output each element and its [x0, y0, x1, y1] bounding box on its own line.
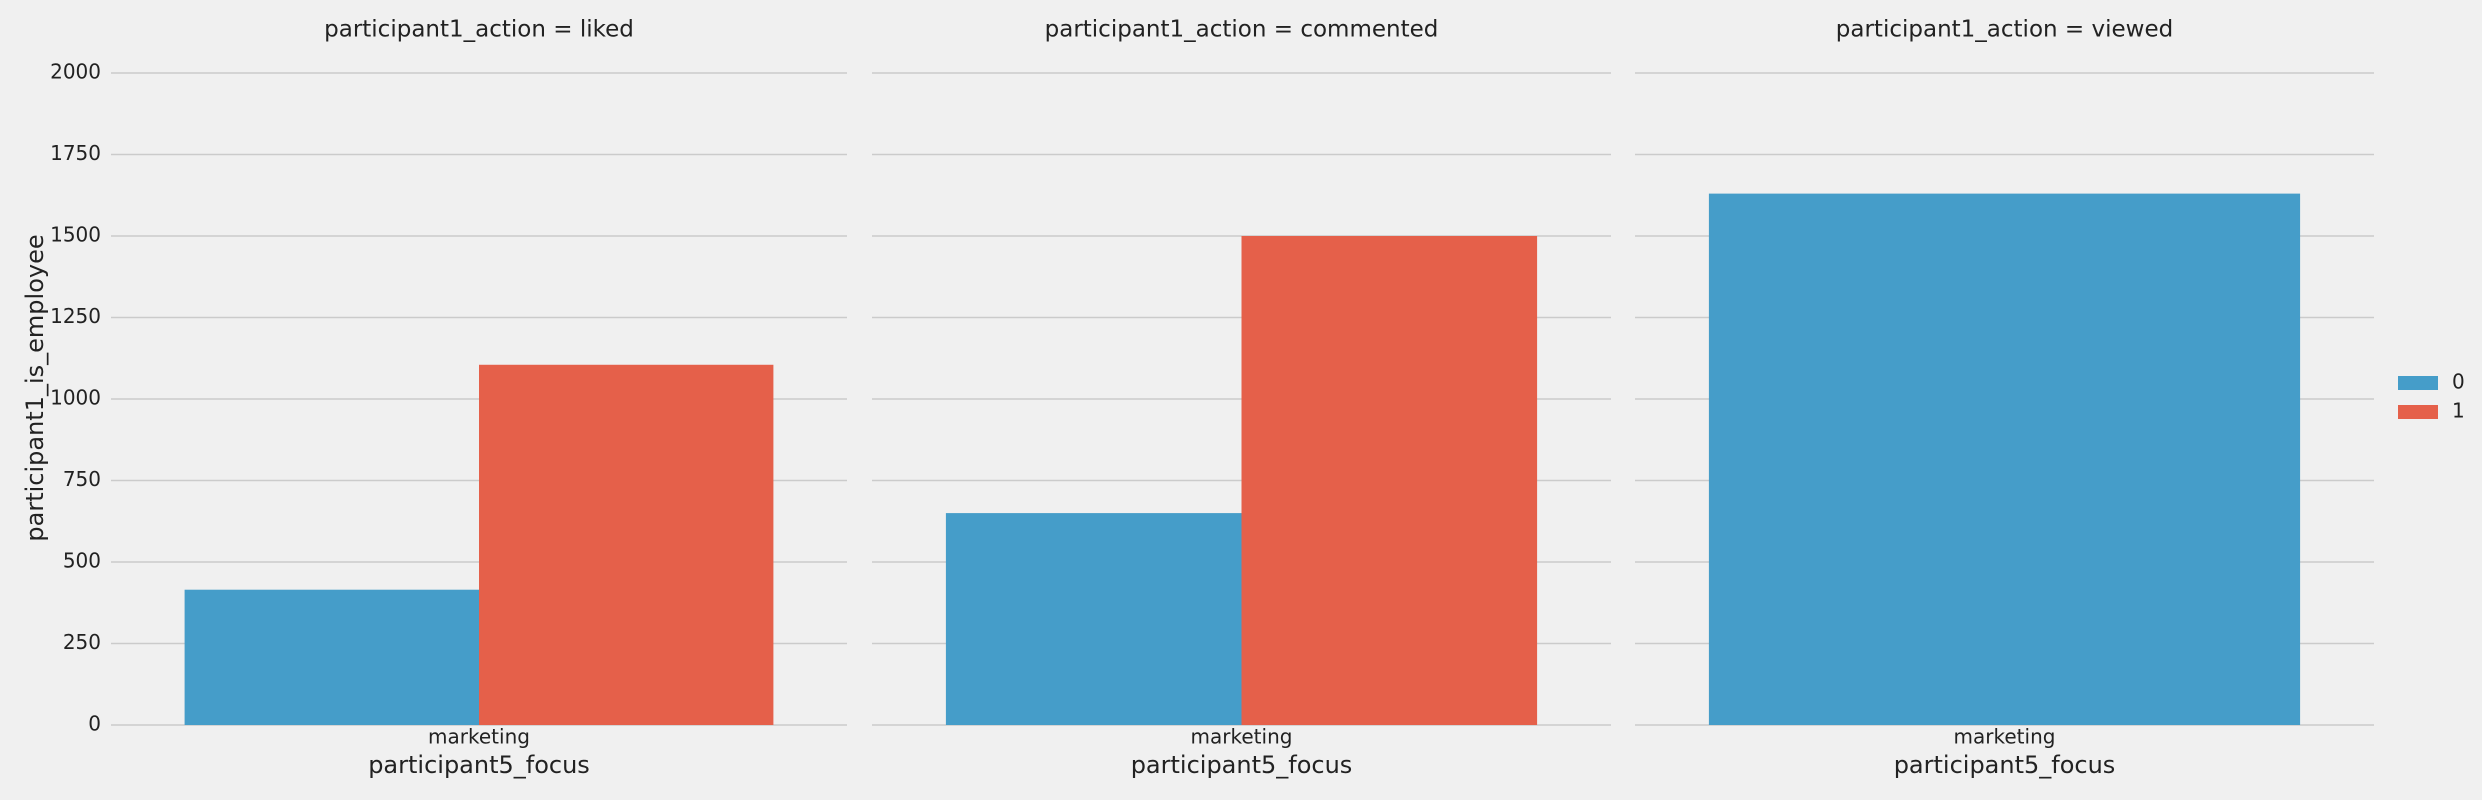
bar	[1241, 236, 1538, 725]
x-axis-label: participant5_focus	[1894, 751, 2116, 779]
y-tick-label: 1750	[50, 141, 101, 165]
bar	[184, 589, 479, 725]
bar	[479, 364, 774, 725]
y-tick-label: 750	[63, 467, 101, 491]
x-tick-label: marketing	[1954, 725, 2056, 749]
y-tick-label: 1250	[50, 304, 101, 328]
y-tick-label: 2000	[50, 60, 101, 84]
x-axis-label: participant5_focus	[368, 751, 590, 779]
legend-label: 0	[2452, 370, 2465, 394]
y-tick-label: 1000	[50, 386, 101, 410]
y-tick-label: 250	[63, 630, 101, 654]
bar	[945, 513, 1242, 725]
facet-title: participant1_action = liked	[324, 17, 634, 43]
bar	[1708, 193, 2301, 725]
legend-label: 1	[2452, 399, 2465, 423]
y-tick-label: 0	[88, 712, 101, 736]
y-tick-label: 1500	[50, 223, 101, 247]
legend-swatch	[2398, 405, 2438, 419]
facet-title: participant1_action = commented	[1045, 17, 1439, 43]
x-tick-label: marketing	[1191, 725, 1293, 749]
x-axis-label: participant5_focus	[1131, 751, 1353, 779]
x-tick-label: marketing	[428, 725, 530, 749]
y-axis-label: participant1_is_employee	[21, 234, 49, 541]
y-tick-label: 500	[63, 549, 101, 573]
facet-title: participant1_action = viewed	[1836, 17, 2173, 43]
legend-swatch	[2398, 376, 2438, 390]
